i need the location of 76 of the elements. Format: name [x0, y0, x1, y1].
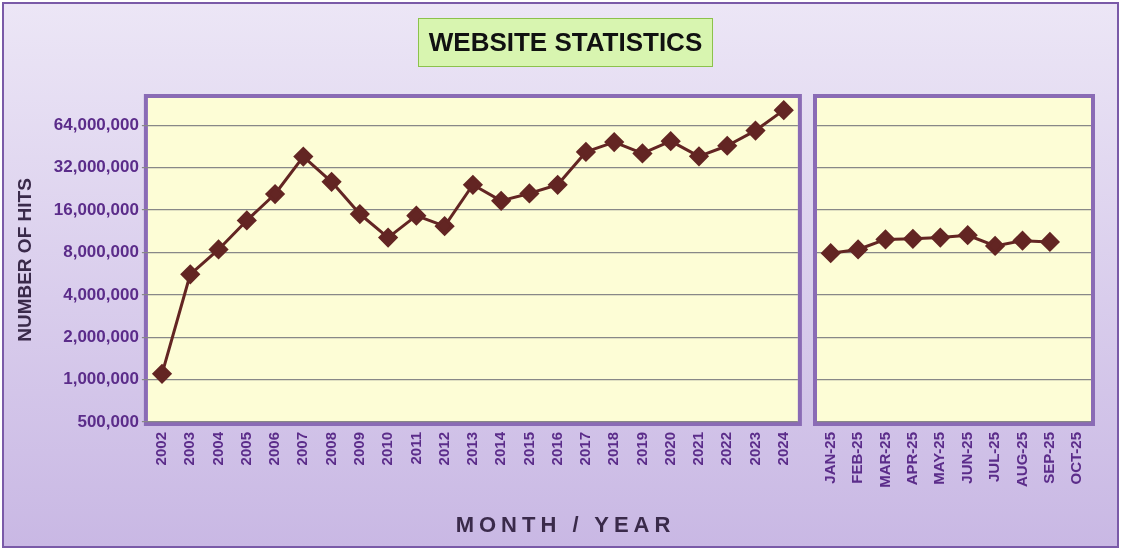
x-tick-label: MAR-25: [875, 432, 893, 488]
x-tick-label: 2022: [717, 432, 735, 466]
x-axis-title: MONTH / YEAR: [454, 512, 677, 538]
x-tick-label: 2017: [576, 432, 594, 466]
x-tick-label: AUG-25: [1012, 432, 1030, 488]
x-tick-label: 2007: [293, 432, 311, 466]
point: [576, 142, 596, 162]
y-tick-label: 500,000: [77, 411, 139, 431]
y-tick-label: 4,000,000: [63, 284, 139, 304]
x-tick-label: APR-25: [903, 432, 921, 486]
point: [661, 131, 681, 151]
point: [180, 264, 200, 284]
point: [209, 239, 229, 259]
x-tick-label: 2010: [378, 432, 396, 466]
x-tick-label: 2021: [689, 432, 707, 466]
point: [548, 175, 568, 195]
x-tick-label: 2003: [180, 432, 198, 466]
point: [774, 100, 794, 120]
x-tick-label: 2006: [265, 432, 283, 466]
x-tick-label: SEP-25: [1040, 432, 1058, 484]
point: [1040, 232, 1060, 252]
point: [985, 236, 1005, 256]
point: [848, 239, 868, 259]
point: [1013, 231, 1032, 251]
point: [632, 143, 652, 163]
point: [604, 132, 624, 152]
y-tick-label: 64,000,000: [53, 114, 139, 134]
point: [237, 210, 257, 230]
point: [265, 184, 285, 204]
x-tick-label: 2024: [773, 431, 791, 466]
point: [152, 364, 172, 384]
point: [519, 183, 539, 203]
x-tick-label: MAY-25: [930, 432, 948, 485]
x-tick-label: 2016: [547, 432, 565, 466]
x-tick-label: 2005: [236, 432, 254, 466]
x-tick-label: 2015: [519, 432, 537, 466]
x-tick-label: 2012: [434, 432, 452, 466]
x-tick-label: JAN-25: [820, 432, 838, 484]
x-tick-label: FEB-25: [848, 432, 866, 484]
x-tick-label: 2004: [208, 431, 226, 466]
point: [746, 121, 765, 141]
y-tick-label: 16,000,000: [53, 199, 139, 219]
x-tick-label: 2002: [152, 432, 170, 466]
x-tick-label: 2014: [491, 431, 509, 466]
point: [293, 147, 313, 167]
x-tick-label: 2023: [745, 432, 763, 466]
x-tick-label: JUN-25: [957, 432, 975, 484]
y-tick-label: 8,000,000: [63, 242, 139, 262]
point: [322, 172, 342, 192]
chart-title: WEBSITE STATISTICS: [417, 18, 714, 67]
point: [930, 228, 950, 248]
point: [821, 243, 841, 263]
x-tick-label: 2019: [632, 432, 650, 466]
point: [350, 204, 370, 224]
point: [435, 216, 455, 236]
x-tick-label: 2013: [463, 432, 481, 466]
x-tick-label: 2020: [660, 432, 678, 466]
x-tick-label: 2009: [349, 432, 367, 466]
point: [689, 146, 709, 166]
point: [378, 228, 398, 248]
point: [406, 206, 426, 226]
point: [463, 175, 483, 195]
point: [491, 191, 511, 211]
y-tick-label: 2,000,000: [63, 326, 139, 346]
point: [958, 225, 978, 245]
x-tick-label: OCT-25: [1067, 432, 1085, 485]
x-tick-label: 2008: [321, 432, 339, 466]
x-tick-label: JUL-25: [985, 432, 1003, 483]
point: [876, 229, 895, 249]
point: [903, 229, 923, 249]
y-tick-label: 1,000,000: [63, 369, 139, 389]
y-tick-label: 32,000,000: [53, 157, 139, 177]
x-tick-label: 2018: [604, 432, 622, 466]
y-axis-title: NUMBER OF HITS: [13, 178, 35, 342]
x-tick-label: 2011: [406, 432, 424, 465]
point: [717, 136, 737, 156]
